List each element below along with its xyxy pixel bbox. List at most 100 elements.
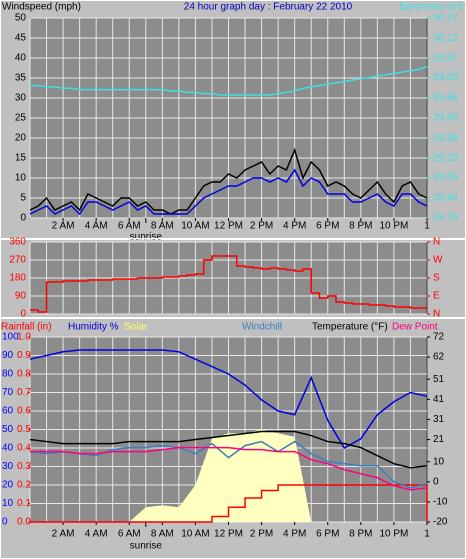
legend-entry: Humidity %: [68, 322, 119, 333]
y-tick-label: 25: [15, 113, 27, 124]
x-tick-label: 4 AM: [85, 529, 108, 540]
y2-axis-label: Barometer (in): [399, 2, 463, 13]
x-tick-label: 2 AM: [52, 221, 75, 232]
y2-tick-label: 41: [433, 394, 445, 405]
rain-tick-label: 0.7: [17, 387, 31, 398]
y2-tick-label: W: [433, 255, 443, 266]
y-tick-label: 90: [15, 291, 27, 302]
x-tick-label: 8 AM: [151, 529, 174, 540]
y2-tick-label: N: [433, 237, 440, 248]
y2-tick-label: 29.23: [433, 153, 458, 164]
rain-tick-label: 0.9: [17, 350, 31, 361]
y-tick-label: 35: [15, 73, 27, 84]
y2-tick-label: 21: [433, 434, 445, 445]
y-tick-label: 270: [9, 255, 26, 266]
x-tick-label: 12 PM: [214, 529, 243, 540]
rain-tick-label: 0.3: [17, 461, 31, 472]
y-tick-label: 0: [20, 213, 26, 224]
line: [29, 147, 428, 215]
x-tick-label: 8 PM: [349, 529, 372, 540]
y-tick-label: 5: [20, 193, 26, 204]
rain-tick-label: 0.1: [17, 498, 31, 509]
x-tick-label: 6 AM: [118, 529, 141, 540]
rain-tick-label: 0.6: [17, 406, 31, 417]
y-tick-label: 80: [2, 369, 14, 380]
x-tick-label: 2 AM: [52, 529, 75, 540]
rain-tick-label: 0.8: [17, 369, 31, 380]
rain-tick-label: 0.5: [17, 424, 31, 435]
y2-tick-label: 28.94: [433, 192, 458, 203]
area: [30, 429, 427, 522]
y-tick-label: 90: [2, 350, 14, 361]
chart-title: 24 hour graph day : February 22 2010: [184, 2, 353, 13]
line: [30, 255, 428, 313]
y2-tick-label: 29.38: [433, 133, 458, 144]
rain-tick-label: 0.4: [17, 443, 31, 454]
y-tick-label: 40: [15, 53, 27, 64]
legend-entry: Windchill: [242, 322, 282, 333]
line: [29, 168, 428, 216]
y-tick-label: 60: [2, 406, 14, 417]
x-tick-label: 10 PM: [379, 221, 408, 232]
y-tick-label: 180: [9, 273, 26, 284]
y2-tick-label: 72: [433, 332, 445, 343]
y2-tick-label: 29.83: [433, 72, 458, 83]
x-tick-label: 6 AM: [118, 221, 141, 232]
y-tick-label: 30: [2, 461, 14, 472]
y2-tick-label: -10: [433, 497, 448, 508]
legend-entry: Rainfall (in): [1, 322, 52, 333]
y2-tick-label: -20: [433, 517, 448, 528]
line: [30, 484, 428, 523]
x-tick-label: 1: [424, 529, 430, 540]
rain-tick-label: 0.2: [17, 480, 31, 491]
y2-tick-label: 28.79: [433, 213, 458, 224]
y2-tick-label: 30.12: [433, 33, 458, 44]
y-tick-label: 100: [2, 332, 19, 343]
x-tick-label: 4 PM: [283, 529, 306, 540]
x-tick-label: 6 PM: [316, 221, 339, 232]
line: [29, 440, 428, 489]
y2-tick-label: N: [433, 309, 440, 320]
y2-tick-label: S: [433, 273, 440, 284]
rain-tick-label: 0.0: [17, 517, 31, 528]
y-tick-label: 0: [2, 517, 8, 528]
x-tick-label: 4 AM: [85, 221, 108, 232]
y-tick-label: 10: [15, 173, 27, 184]
sunrise-label: sunrise: [130, 232, 163, 243]
y2-tick-label: 29.53: [433, 113, 458, 124]
y2-tick-label: 62: [433, 352, 445, 363]
x-tick-label: 1: [424, 221, 430, 232]
line: [29, 430, 428, 469]
y-tick-label: 40: [2, 443, 14, 454]
x-tick-label: 2 PM: [250, 529, 273, 540]
y-tick-label: 360: [9, 237, 26, 248]
y-axis-label: Windspeed (mph): [2, 2, 81, 13]
y-tick-label: 45: [15, 33, 27, 44]
x-tick-label: 8 PM: [349, 221, 372, 232]
x-tick-label: 6 PM: [316, 529, 339, 540]
x-tick-label: 8 AM: [151, 221, 174, 232]
x-tick-label: 10 PM: [379, 529, 408, 540]
x-tick-label: 2 PM: [250, 221, 273, 232]
y-tick-label: 70: [2, 387, 14, 398]
y-tick-label: 0: [20, 309, 26, 320]
x-tick-label: 10 AM: [181, 529, 209, 540]
rain-tick-label: 1.0: [17, 332, 31, 343]
legend-entry: Solar: [124, 322, 148, 333]
legend-entry: Dew Point: [392, 322, 438, 333]
line: [30, 65, 428, 96]
x-tick-label: 12 PM: [214, 221, 243, 232]
y-tick-label: 15: [15, 153, 27, 164]
y2-tick-label: 29.97: [433, 53, 458, 64]
y2-tick-label: 29.68: [433, 92, 458, 103]
y-tick-label: 20: [2, 480, 14, 491]
y2-tick-label: 30.27: [433, 13, 458, 24]
y-tick-label: 50: [2, 424, 14, 435]
y2-tick-label: 51: [433, 374, 445, 385]
y2-tick-label: 31: [433, 414, 445, 425]
y-tick-label: 20: [15, 133, 27, 144]
x-tick-label: 4 PM: [283, 221, 306, 232]
y2-tick-label: E: [433, 291, 440, 302]
